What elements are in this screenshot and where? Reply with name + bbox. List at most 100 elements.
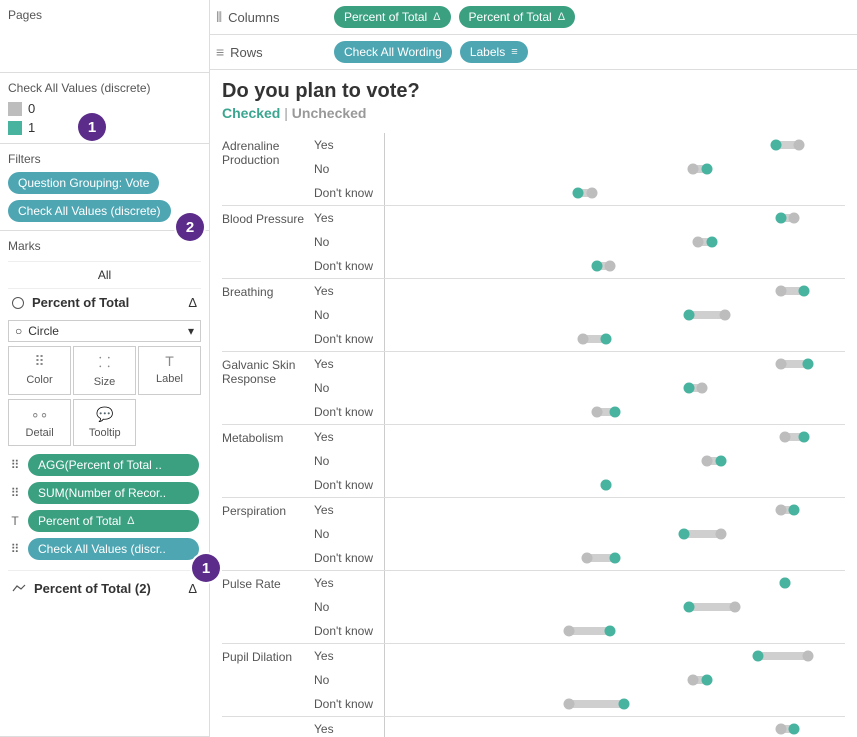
dot-checked	[798, 432, 809, 443]
answer-label: Yes	[314, 576, 384, 590]
chart-group: MetabolismYesNoDon't know	[222, 424, 845, 497]
dot-checked	[619, 699, 630, 710]
dot-checked	[789, 505, 800, 516]
plot-area	[384, 400, 845, 424]
mark-button-detail[interactable]: ∘∘Detail	[8, 399, 71, 446]
pill-prefix-icon: T	[8, 514, 22, 528]
column-pill[interactable]: Percent of TotalΔ	[459, 6, 576, 28]
chart-row: No	[314, 522, 845, 546]
dot-checked	[702, 675, 713, 686]
answer-label: Don't know	[314, 624, 384, 638]
answer-label: No	[314, 308, 384, 322]
chart-row: No	[314, 230, 845, 254]
column-pill[interactable]: Percent of TotalΔ	[334, 6, 451, 28]
mark-pill[interactable]: Percent of TotalΔ	[28, 510, 199, 532]
dot-unchecked	[789, 213, 800, 224]
answer-label: No	[314, 527, 384, 541]
marks-all-tab[interactable]: All	[8, 261, 201, 289]
answer-label: No	[314, 454, 384, 468]
color-icon: ⠿	[34, 353, 44, 370]
dot-unchecked	[702, 456, 713, 467]
answer-label: Yes	[314, 138, 384, 152]
dot-unchecked	[605, 261, 616, 272]
group-label	[222, 717, 314, 737]
dot-checked	[771, 140, 782, 151]
answer-label: Don't know	[314, 405, 384, 419]
mark-pill[interactable]: Check All Values (discr..	[28, 538, 199, 560]
dot-unchecked	[794, 140, 805, 151]
mark-button-tooltip[interactable]: 💬Tooltip	[73, 399, 136, 446]
shape-dropdown[interactable]: ○ Circle ▾	[8, 320, 201, 342]
marks-panel: Marks All Percent of Total Δ ○ Circle ▾ …	[0, 231, 209, 737]
connector-track	[758, 652, 809, 660]
plot-area	[384, 133, 845, 157]
group-label: Perspiration	[222, 498, 314, 570]
pages-label: Pages	[8, 6, 201, 26]
dot-checked	[715, 456, 726, 467]
marks-label: Marks	[8, 237, 201, 257]
answer-label: Yes	[314, 722, 384, 736]
plot-area	[384, 546, 845, 570]
chart-row: Yes	[314, 498, 845, 522]
chart-row: No	[314, 595, 845, 619]
line-icon	[12, 581, 26, 596]
group-label: Adrenaline Production	[222, 133, 314, 205]
dot-unchecked	[692, 237, 703, 248]
dot-checked	[789, 724, 800, 735]
mark-pill[interactable]: AGG(Percent of Total ..	[28, 454, 199, 476]
mark-type-percent-2[interactable]: Percent of Total (2) Δ	[8, 570, 201, 602]
chart-row: No	[314, 157, 845, 181]
plot-area	[384, 425, 845, 449]
dot-checked	[683, 383, 694, 394]
plot-area	[384, 181, 845, 205]
legend-label: 1	[28, 120, 35, 135]
answer-label: Yes	[314, 503, 384, 517]
group-label: Breathing	[222, 279, 314, 351]
mark-button-size[interactable]: ⸬Size	[73, 346, 136, 395]
row-pill[interactable]: Check All Wording	[334, 41, 452, 63]
mark-pill-row: T Percent of TotalΔ	[8, 508, 201, 534]
dot-checked	[573, 188, 584, 199]
rows-shelf[interactable]: ≡ Rows Check All WordingLabels≡	[210, 35, 857, 70]
legend-item[interactable]: 0	[8, 99, 201, 118]
mark-type-percent[interactable]: Percent of Total Δ	[8, 289, 201, 316]
columns-icon: ⦀	[216, 9, 222, 26]
mark-pill-row: ⠿Check All Values (discr..	[8, 536, 201, 562]
plot-area	[384, 230, 845, 254]
chart-row: Yes	[314, 717, 845, 737]
chart-row: Don't know	[314, 473, 845, 497]
swatch	[8, 102, 22, 116]
filter-pill[interactable]: Check All Values (discrete)	[8, 200, 171, 222]
plot-area	[384, 668, 845, 692]
mark-button-label[interactable]: TLabel	[138, 346, 201, 395]
plot-area	[384, 619, 845, 643]
dot-checked	[610, 407, 621, 418]
circle-icon	[12, 297, 24, 309]
chart-group: Pulse RateYesNoDon't know	[222, 570, 845, 643]
annotation-callout: 1	[78, 113, 106, 141]
filter-pill[interactable]: Question Grouping: Vote	[8, 172, 159, 194]
plot-area	[384, 473, 845, 497]
plot-area	[384, 206, 845, 230]
mark-pill[interactable]: SUM(Number of Recor..	[28, 482, 199, 504]
legend-title: Check All Values (discrete)	[8, 79, 201, 99]
columns-shelf[interactable]: ⦀ Columns Percent of TotalΔPercent of To…	[210, 0, 857, 35]
legend-label: 0	[28, 101, 35, 116]
chart-group: Adrenaline ProductionYesNoDon't know	[222, 133, 845, 205]
answer-label: Yes	[314, 430, 384, 444]
chart-group: Blood PressureYesNoDon't know	[222, 205, 845, 278]
chart-row: Don't know	[314, 254, 845, 278]
dot-checked	[600, 334, 611, 345]
answer-label: No	[314, 235, 384, 249]
mark-button-color[interactable]: ⠿Color	[8, 346, 71, 395]
answer-label: No	[314, 673, 384, 687]
dot-checked	[600, 480, 611, 491]
dot-unchecked	[720, 310, 731, 321]
filters-label: Filters	[8, 150, 201, 170]
viz-subtitle: Checked | Unchecked	[222, 105, 845, 121]
chart-row: Yes	[314, 352, 845, 376]
legend-panel: Check All Values (discrete) 0 1	[0, 73, 209, 144]
row-pill[interactable]: Labels≡	[460, 41, 528, 63]
mark-pill-row: ⠿SUM(Number of Recor..	[8, 480, 201, 506]
plot-area	[384, 717, 845, 737]
